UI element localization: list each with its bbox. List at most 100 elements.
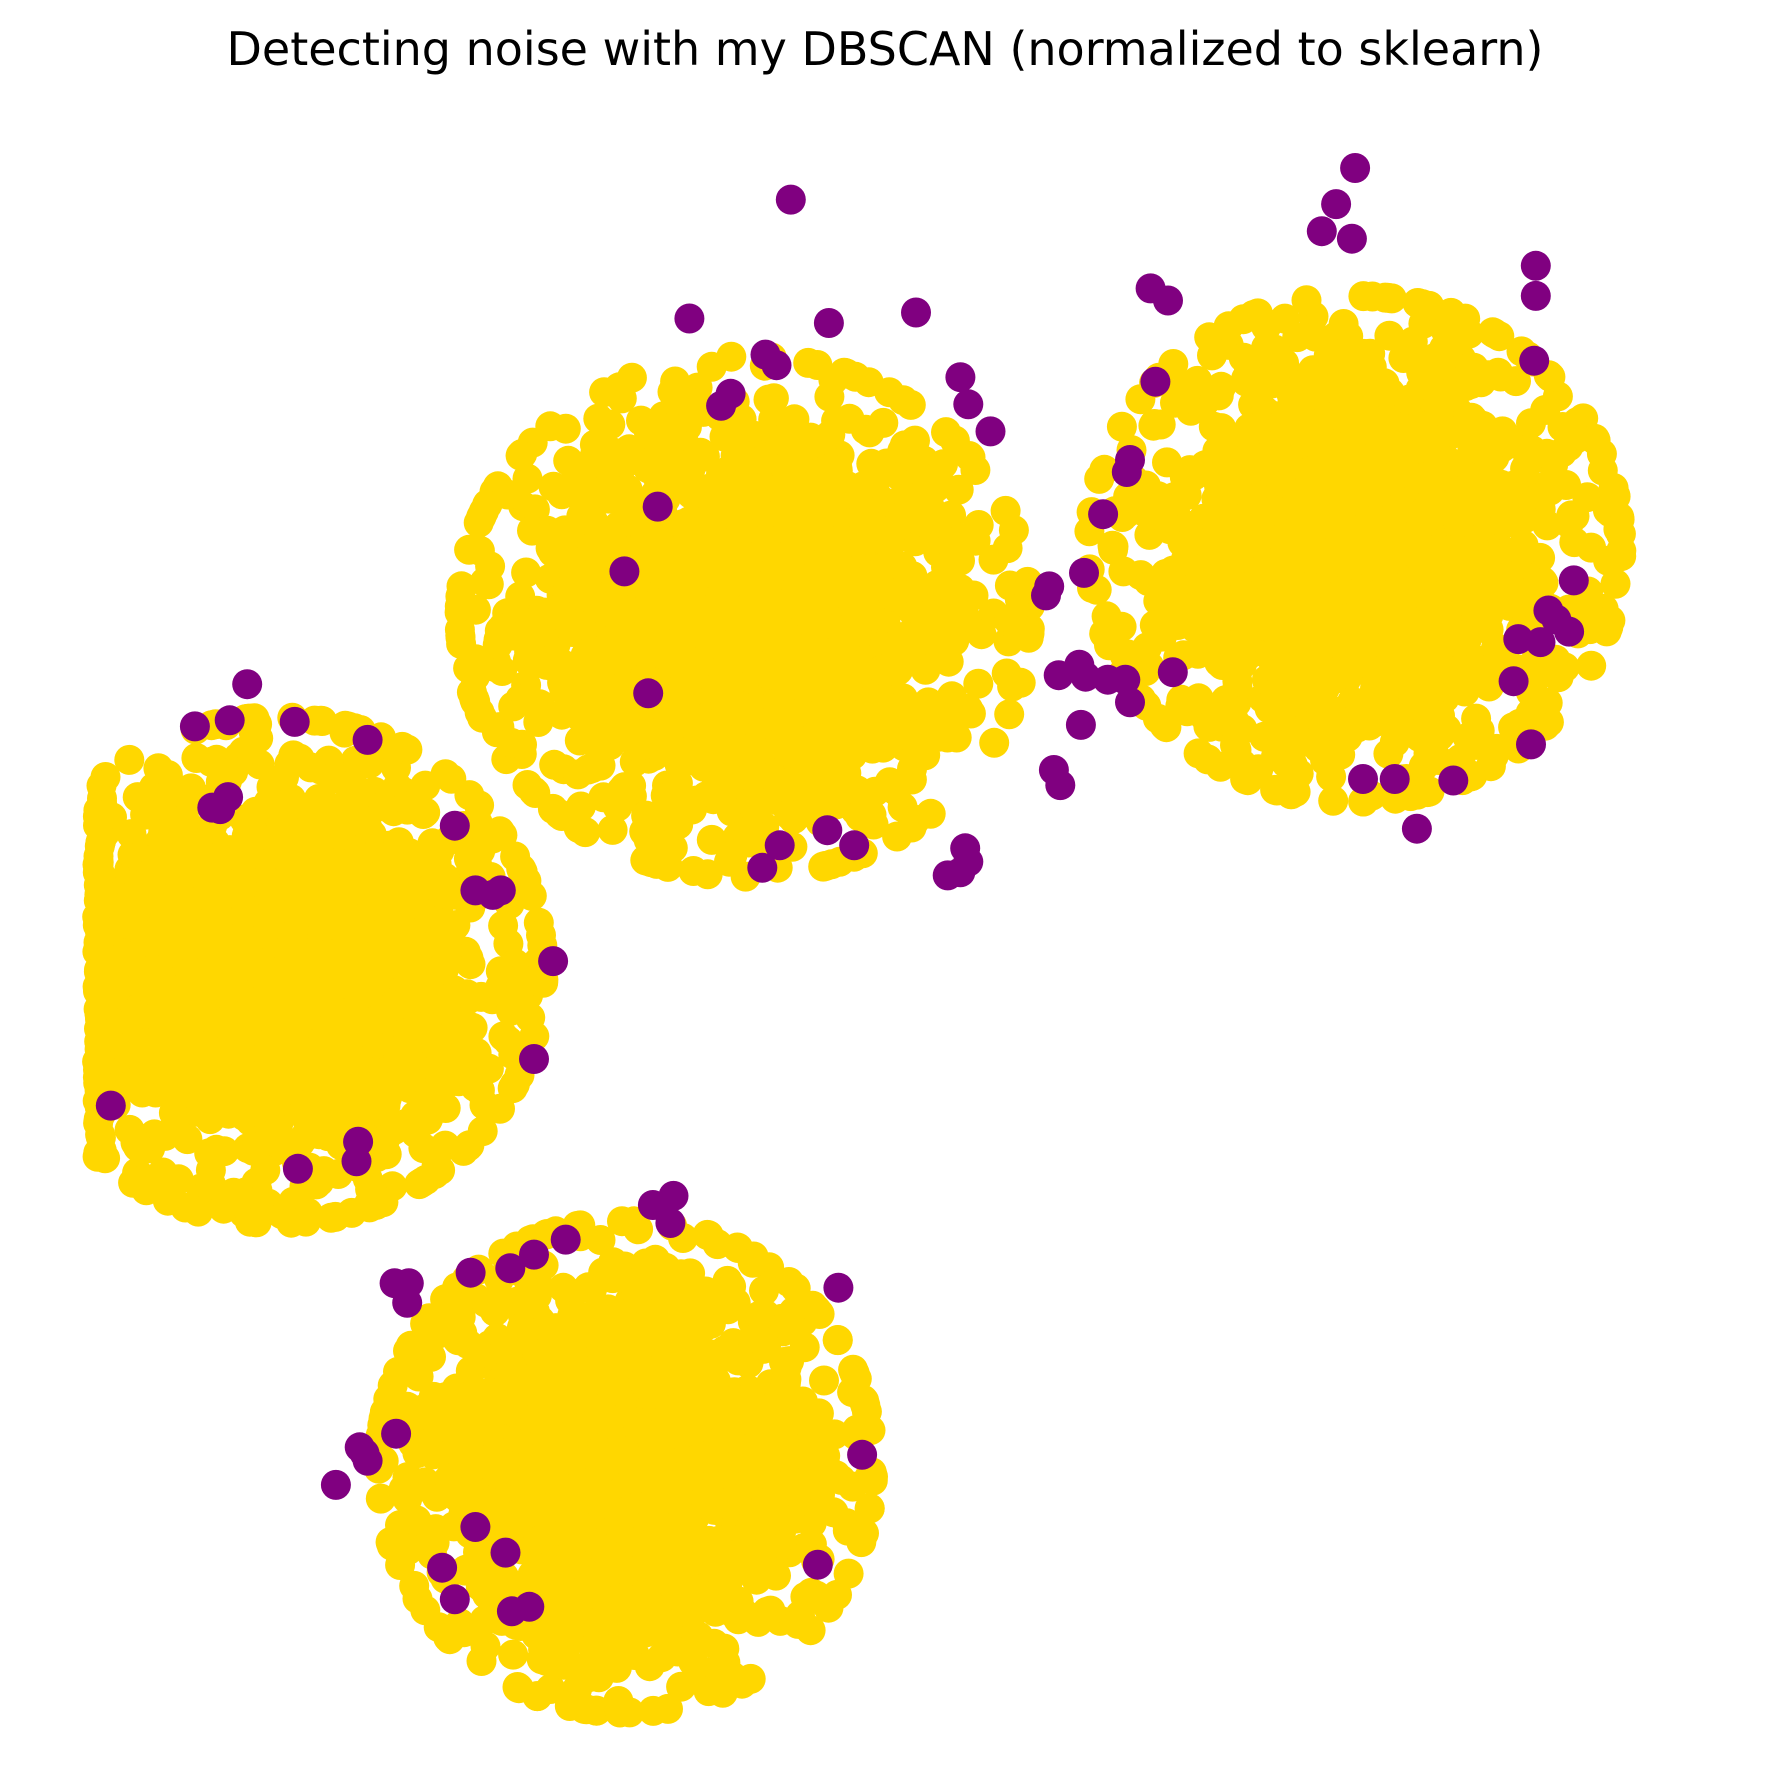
core-point: [870, 656, 901, 687]
core-point: [419, 1159, 450, 1189]
core-point: [895, 389, 926, 420]
core-point: [183, 1196, 214, 1227]
core-point: [241, 1207, 272, 1238]
core-point: [114, 1114, 145, 1145]
core-point: [460, 661, 491, 692]
core-point: [751, 570, 782, 600]
core-point: [1194, 711, 1225, 742]
core-point: [1424, 720, 1455, 751]
core-point: [1208, 484, 1239, 515]
core-point: [175, 957, 206, 988]
core-point: [498, 1639, 529, 1670]
core-point: [214, 1007, 245, 1037]
core-point: [638, 546, 669, 577]
core-point: [943, 474, 974, 505]
core-point: [1333, 430, 1364, 461]
core-point: [763, 661, 794, 692]
core-point: [810, 850, 841, 881]
core-point: [604, 372, 635, 403]
core-point: [512, 770, 543, 800]
core-point: [922, 696, 953, 726]
core-point: [229, 1100, 260, 1131]
core-point: [298, 948, 329, 979]
core-point: [394, 838, 425, 869]
core-point: [465, 835, 496, 866]
core-point: [205, 1037, 236, 1068]
core-point: [121, 999, 152, 1030]
core-point: [1182, 365, 1213, 396]
core-point: [835, 649, 866, 680]
core-point: [1507, 536, 1538, 567]
core-point: [1215, 642, 1246, 673]
core-point: [1551, 470, 1582, 500]
core-point: [361, 1189, 392, 1220]
core-point: [900, 425, 930, 456]
core-point: [910, 654, 941, 685]
core-point: [487, 656, 518, 686]
core-point: [955, 698, 986, 729]
core-point: [960, 455, 991, 485]
core-point: [1319, 510, 1350, 541]
core-point: [546, 479, 577, 510]
core-point: [1439, 619, 1470, 650]
core-point: [869, 551, 900, 582]
core-point: [464, 535, 495, 566]
core-point: [493, 1026, 524, 1056]
core-point: [505, 440, 536, 471]
core-point: [723, 495, 754, 526]
core-point: [633, 415, 664, 445]
core-point: [1447, 575, 1477, 605]
core-point: [1484, 321, 1515, 352]
core-point: [226, 868, 257, 899]
core-point: [1169, 462, 1200, 492]
core-point: [1299, 683, 1330, 714]
core-point: [1414, 290, 1445, 321]
core-point: [920, 463, 951, 494]
core-point: [1284, 390, 1315, 421]
core-point: [1361, 706, 1392, 737]
core-point: [292, 1105, 323, 1136]
core-point: [117, 881, 148, 912]
core-point: [1213, 311, 1244, 342]
core-point: [107, 908, 138, 939]
core-point: [668, 611, 699, 642]
core-point: [511, 557, 542, 588]
core-point: [395, 919, 426, 950]
core-point: [138, 1053, 169, 1084]
core-point: [1426, 381, 1457, 412]
core-point: [755, 621, 786, 652]
core-point: [1593, 545, 1624, 576]
core-point: [1202, 513, 1233, 544]
core-point: [793, 347, 824, 378]
core-point: [773, 698, 804, 728]
core-point: [1098, 534, 1129, 565]
core-point: [757, 761, 788, 792]
core-point: [1443, 507, 1474, 538]
core-point: [657, 794, 688, 824]
core-point: [604, 626, 635, 657]
core-point: [489, 617, 520, 648]
core-point: [114, 744, 145, 775]
core-point: [931, 552, 961, 583]
core-point: [840, 361, 871, 392]
core-point: [1339, 600, 1370, 631]
core-point: [799, 771, 830, 802]
core-point: [670, 666, 701, 697]
core-point: [666, 559, 697, 590]
core-point: [410, 770, 441, 801]
core-point: [597, 814, 628, 845]
core-point: [1465, 658, 1496, 688]
core-point: [1322, 339, 1353, 370]
core-point: [393, 967, 424, 998]
core-point: [1403, 463, 1434, 494]
core-point: [1330, 374, 1361, 405]
core-point: [1322, 400, 1353, 431]
core-point: [1328, 309, 1359, 339]
core-point: [878, 630, 909, 661]
core-point: [1175, 526, 1206, 557]
core-point: [797, 745, 828, 776]
core-point: [997, 603, 1028, 634]
core-point: [564, 725, 595, 756]
core-point: [631, 800, 662, 831]
core-point: [436, 763, 467, 794]
